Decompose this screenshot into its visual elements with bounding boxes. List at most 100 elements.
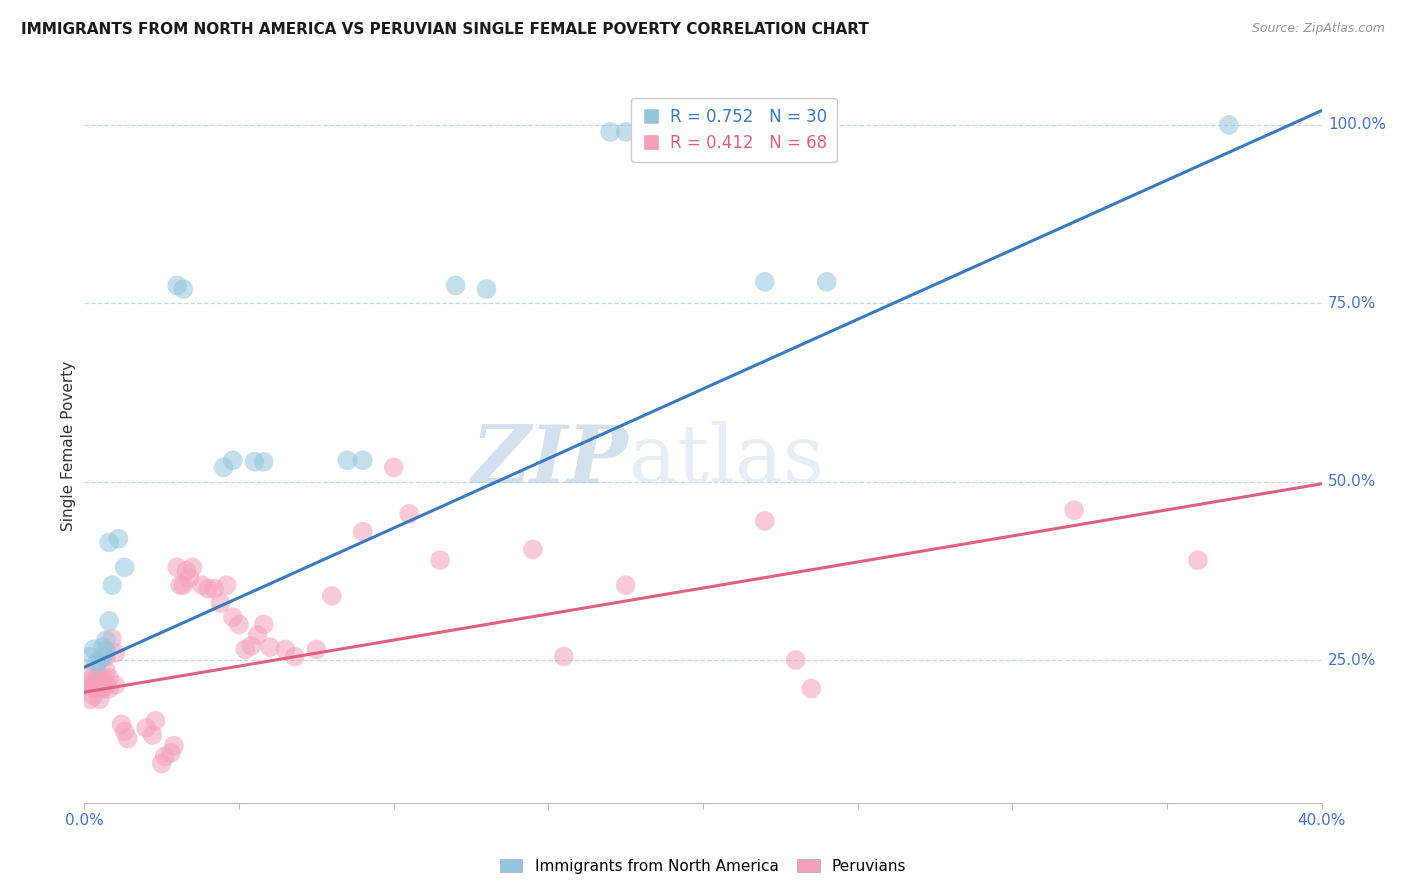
Point	[98, 671, 121, 685]
Point	[429, 553, 451, 567]
Point	[83, 689, 105, 703]
Legend: R = 0.752   N = 30, R = 0.412   N = 68: R = 0.752 N = 30, R = 0.412 N = 68	[631, 97, 837, 161]
Point	[172, 578, 194, 592]
Point	[800, 681, 823, 696]
Point	[240, 639, 263, 653]
Point	[83, 681, 105, 696]
Point	[89, 653, 111, 667]
Point	[197, 582, 219, 596]
Point	[172, 282, 194, 296]
Point	[233, 642, 256, 657]
Point	[114, 724, 136, 739]
Point	[212, 460, 235, 475]
Point	[166, 278, 188, 293]
Point	[89, 674, 111, 689]
Point	[107, 532, 129, 546]
Point	[352, 524, 374, 539]
Point	[352, 453, 374, 467]
Point	[191, 578, 214, 592]
Point	[160, 746, 183, 760]
Text: 75.0%: 75.0%	[1327, 296, 1376, 310]
Point	[259, 640, 281, 655]
Point	[94, 644, 117, 658]
Point	[79, 692, 101, 706]
Point	[110, 717, 132, 731]
Point	[91, 649, 114, 664]
Point	[117, 731, 139, 746]
Point	[79, 667, 101, 681]
Point	[382, 460, 405, 475]
Point	[253, 455, 276, 469]
Point	[202, 582, 225, 596]
Point	[101, 632, 124, 646]
Point	[274, 642, 297, 657]
Point	[179, 571, 201, 585]
Point	[1218, 118, 1240, 132]
Y-axis label: Single Female Poverty: Single Female Poverty	[60, 361, 76, 531]
Point	[76, 678, 98, 692]
Point	[1063, 503, 1085, 517]
Point	[754, 275, 776, 289]
Point	[98, 681, 121, 696]
Text: ZIP: ZIP	[472, 422, 628, 499]
Point	[94, 649, 117, 664]
Point	[444, 278, 467, 293]
Point	[553, 649, 575, 664]
Point	[86, 657, 108, 671]
Point	[181, 560, 204, 574]
Text: Source: ZipAtlas.com: Source: ZipAtlas.com	[1251, 22, 1385, 36]
Point	[166, 560, 188, 574]
Point	[614, 578, 637, 592]
Point	[815, 275, 838, 289]
Point	[91, 681, 114, 696]
Point	[98, 535, 121, 549]
Point	[522, 542, 544, 557]
Point	[94, 678, 117, 692]
Point	[153, 749, 176, 764]
Point	[475, 282, 498, 296]
Point	[114, 560, 136, 574]
Point	[91, 640, 114, 655]
Point	[89, 692, 111, 706]
Point	[94, 664, 117, 678]
Point	[76, 674, 98, 689]
Point	[222, 453, 245, 467]
Text: IMMIGRANTS FROM NORTH AMERICA VS PERUVIAN SINGLE FEMALE POVERTY CORRELATION CHAR: IMMIGRANTS FROM NORTH AMERICA VS PERUVIA…	[21, 22, 869, 37]
Point	[243, 455, 266, 469]
Point	[163, 739, 186, 753]
Point	[101, 578, 124, 592]
Point	[83, 678, 105, 692]
Point	[104, 646, 127, 660]
Point	[86, 671, 108, 685]
Point	[79, 649, 101, 664]
Point	[321, 589, 343, 603]
Point	[785, 653, 807, 667]
Point	[104, 678, 127, 692]
Point	[284, 649, 307, 664]
Point	[169, 578, 191, 592]
Point	[614, 125, 637, 139]
Text: 50.0%: 50.0%	[1327, 475, 1376, 489]
Point	[150, 756, 173, 771]
Legend: Immigrants from North America, Peruvians: Immigrants from North America, Peruvians	[494, 853, 912, 880]
Point	[176, 564, 198, 578]
Point	[83, 642, 105, 657]
Point	[209, 596, 232, 610]
Text: 100.0%: 100.0%	[1327, 118, 1386, 132]
Point	[222, 610, 245, 624]
Point	[141, 728, 163, 742]
Point	[398, 507, 420, 521]
Point	[228, 617, 250, 632]
Point	[754, 514, 776, 528]
Text: 25.0%: 25.0%	[1327, 653, 1376, 667]
Point	[98, 614, 121, 628]
Point	[91, 678, 114, 692]
Point	[253, 617, 276, 632]
Point	[135, 721, 157, 735]
Point	[305, 642, 328, 657]
Point	[336, 453, 359, 467]
Point	[145, 714, 167, 728]
Text: atlas: atlas	[628, 421, 824, 500]
Point	[86, 664, 108, 678]
Point	[246, 628, 269, 642]
